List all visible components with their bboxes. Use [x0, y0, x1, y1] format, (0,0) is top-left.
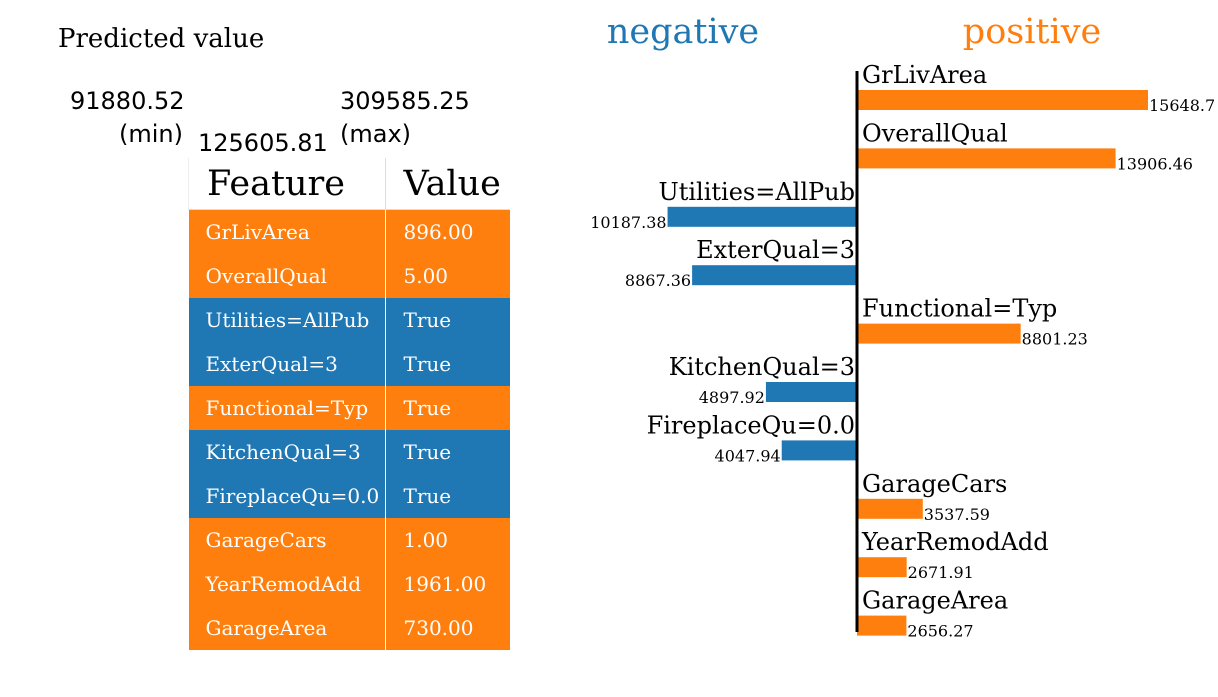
- bar-value-label: 13906.46: [1117, 154, 1193, 173]
- weight-bar: [692, 265, 857, 285]
- weight-bar: [857, 616, 906, 636]
- bar-category-label: GarageCars: [862, 470, 1007, 498]
- bar-category-label: Functional=Typ: [862, 295, 1057, 323]
- bar-category-label: OverallQual: [862, 119, 1008, 147]
- bar-value-label: 2656.27: [907, 622, 973, 641]
- bar-category-label: FireplaceQu=0.0: [647, 411, 855, 439]
- weight-bar: [857, 324, 1021, 344]
- bar-category-label: ExterQual=3: [696, 236, 855, 264]
- bar-value-label: 2671.91: [908, 563, 974, 582]
- bar-category-label: YearRemodAdd: [861, 528, 1049, 556]
- weight-bar: [857, 90, 1148, 110]
- bar-value-label: 15648.7: [1149, 96, 1215, 115]
- bar-value-label: 4897.92: [699, 388, 765, 407]
- weight-bar: [668, 207, 857, 227]
- bar-value-label: 8867.36: [625, 271, 691, 290]
- bar-category-label: KitchenQual=3: [669, 353, 855, 381]
- bar-category-label: GrLivArea: [862, 61, 987, 89]
- weight-bar: [857, 557, 907, 577]
- weight-bar: [857, 148, 1116, 168]
- bar-value-label: 8801.23: [1022, 330, 1088, 349]
- weight-bar: [782, 440, 857, 460]
- bar-value-label: 4047.94: [715, 446, 781, 465]
- legend-negative-label: negative: [607, 12, 759, 52]
- bar-category-label: GarageArea: [862, 587, 1008, 615]
- bar-value-label: 10187.38: [590, 213, 666, 232]
- weight-bar: [766, 382, 857, 402]
- bar-value-label: 3537.59: [924, 505, 990, 524]
- legend-positive-label: positive: [963, 12, 1101, 52]
- bar-category-label: Utilities=AllPub: [659, 178, 856, 206]
- weight-bar: [857, 499, 923, 519]
